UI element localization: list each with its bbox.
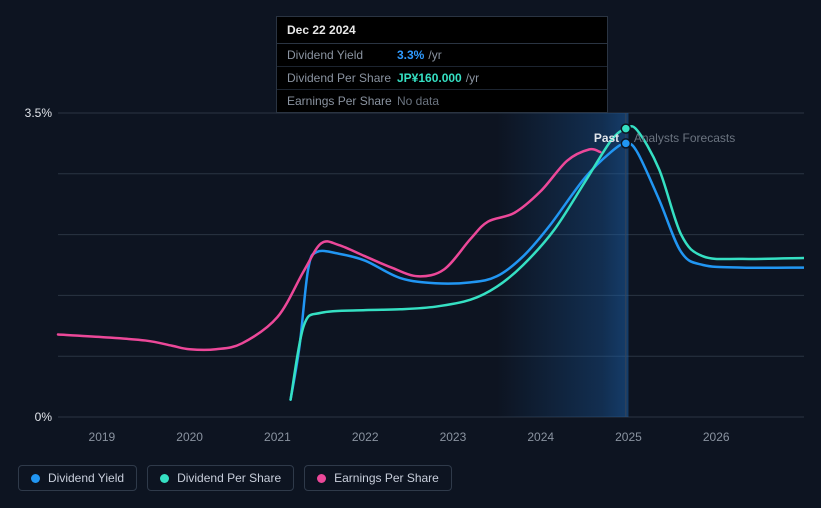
tooltip-value: JP¥160.000/yr [397, 71, 479, 85]
legend-label: Dividend Yield [48, 471, 124, 485]
tooltip-key: Dividend Yield [287, 48, 397, 62]
tooltip-value: No data [397, 94, 439, 108]
legend-label: Earnings Per Share [334, 471, 439, 485]
x-axis-tick-label: 2025 [615, 430, 642, 444]
x-axis-tick-label: 2024 [527, 430, 554, 444]
legend-item-earnings-per-share[interactable]: Earnings Per Share [304, 465, 452, 491]
legend-dot [160, 474, 169, 483]
legend-label: Dividend Per Share [177, 471, 281, 485]
legend: Dividend Yield Dividend Per Share Earnin… [18, 465, 452, 491]
legend-item-dividend-yield[interactable]: Dividend Yield [18, 465, 137, 491]
tooltip-key: Dividend Per Share [287, 71, 397, 85]
legend-dot [317, 474, 326, 483]
tooltip-row: Dividend Per Share JP¥160.000/yr [277, 67, 607, 90]
plot-area[interactable] [18, 105, 804, 425]
legend-dot [31, 474, 40, 483]
x-axis-tick-label: 2019 [89, 430, 116, 444]
tooltip-date: Dec 22 2024 [277, 17, 607, 44]
tooltip-row: Earnings Per Share No data [277, 90, 607, 112]
tooltip-value: 3.3%/yr [397, 48, 442, 62]
x-axis-tick-label: 2020 [176, 430, 203, 444]
tooltip-row: Dividend Yield 3.3%/yr [277, 44, 607, 67]
x-axis-tick-label: 2022 [352, 430, 379, 444]
past-label: Past [594, 131, 619, 145]
legend-item-dividend-per-share[interactable]: Dividend Per Share [147, 465, 294, 491]
tooltip-key: Earnings Per Share [287, 94, 397, 108]
x-axis: 2019 2020 2021 2022 2023 2024 2025 2026 [18, 430, 804, 448]
x-axis-tick-label: 2021 [264, 430, 291, 444]
x-axis-tick-label: 2026 [703, 430, 730, 444]
chart-svg [18, 105, 804, 425]
chart-tooltip: Dec 22 2024 Dividend Yield 3.3%/yr Divid… [276, 16, 608, 113]
forecast-label: Analysts Forecasts [634, 131, 735, 145]
dividend-chart: Dec 22 2024 Dividend Yield 3.3%/yr Divid… [0, 0, 821, 508]
x-axis-tick-label: 2023 [440, 430, 467, 444]
